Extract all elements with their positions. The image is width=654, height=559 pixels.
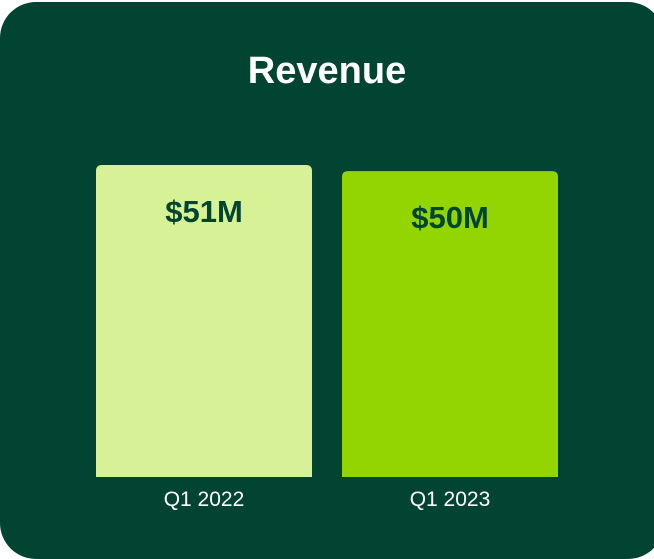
- bar-value-label: $51M: [165, 194, 243, 229]
- x-tick-label: Q1 2023: [410, 488, 491, 511]
- labels-group: $51M Q1 2022 $50M Q1 2023: [164, 194, 491, 511]
- bar-q1-2022: [96, 165, 312, 477]
- chart-title: Revenue: [247, 50, 407, 92]
- x-tick-label: Q1 2022: [164, 488, 245, 511]
- bars-group: [96, 165, 558, 477]
- bar-value-label: $50M: [411, 200, 489, 235]
- bar-q1-2023: [342, 171, 558, 477]
